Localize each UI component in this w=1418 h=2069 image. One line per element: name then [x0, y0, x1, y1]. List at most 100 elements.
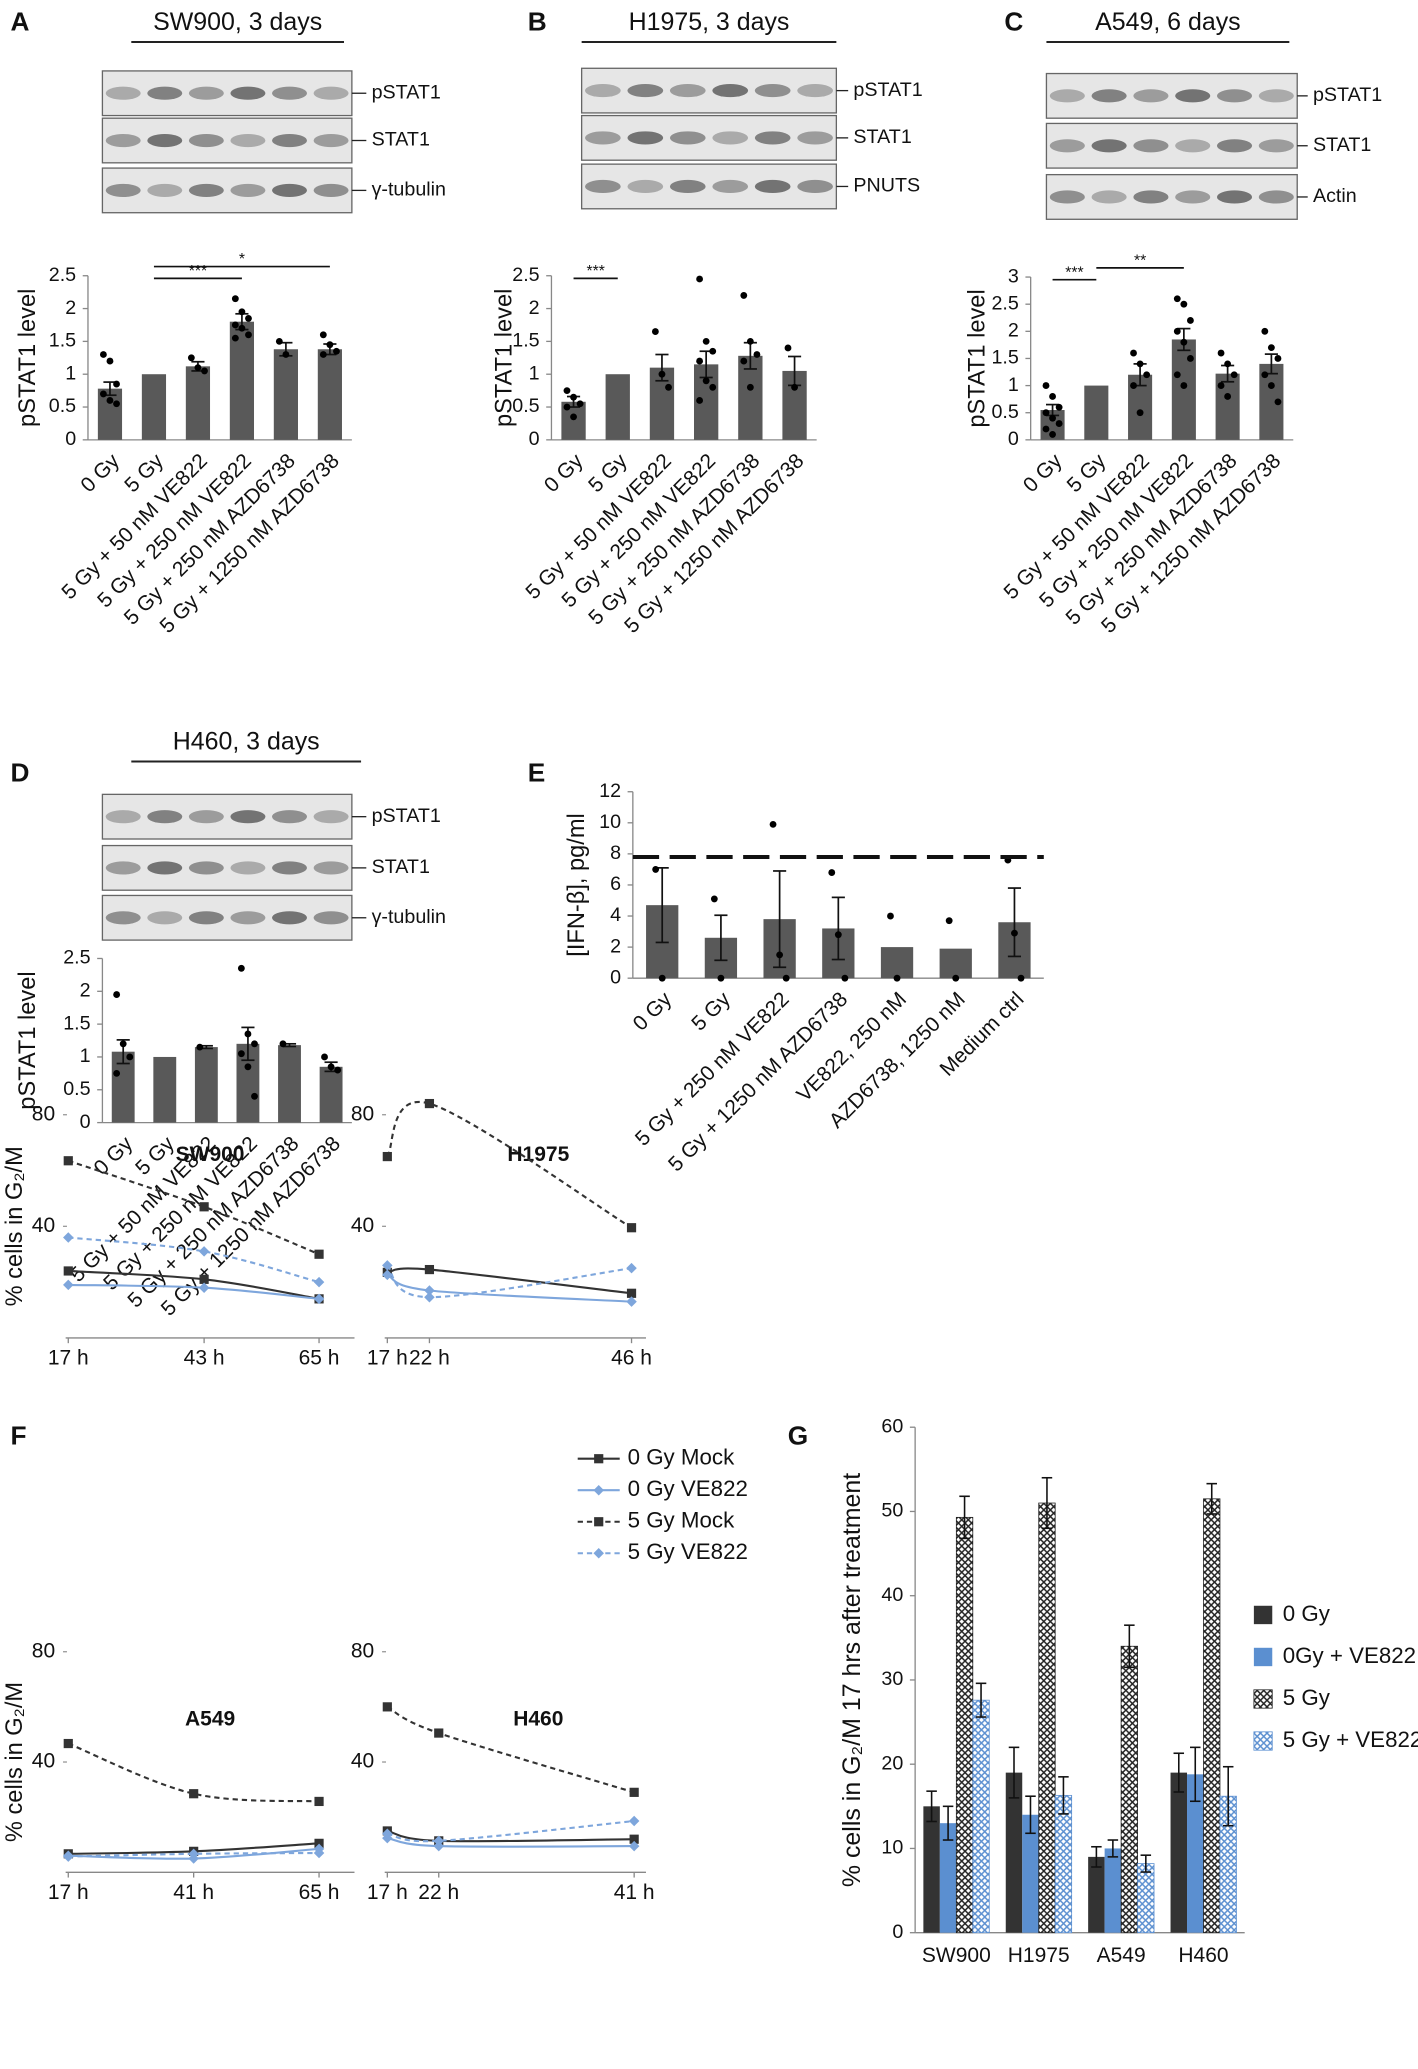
data-point	[563, 403, 571, 411]
data-point	[1011, 929, 1018, 937]
y-tick-label: 2.5	[512, 264, 539, 286]
data-point	[382, 1828, 393, 1839]
blot-strip	[101, 793, 353, 840]
blot-band	[188, 86, 224, 100]
error-bar	[714, 914, 728, 962]
data-point	[893, 974, 901, 982]
error-bar	[831, 896, 845, 961]
y-tick-label: 2.5	[991, 292, 1018, 314]
data-point	[665, 383, 672, 391]
data-point	[1130, 349, 1137, 357]
blot-strip	[101, 117, 353, 164]
y-tick-label: 80	[351, 1639, 374, 1662]
data-point	[791, 383, 798, 391]
data-point	[321, 1053, 328, 1061]
y-tick-label: 10	[881, 1837, 903, 1859]
y-tick-label: 40	[32, 1750, 55, 1773]
data-point	[113, 380, 120, 388]
data-point	[424, 1098, 435, 1109]
blot-label: STAT1	[1313, 134, 1371, 156]
data-point	[245, 331, 252, 339]
data-point	[106, 357, 114, 365]
blot-band	[313, 133, 349, 148]
blot-band	[754, 84, 791, 98]
blot-band	[230, 183, 266, 197]
data-point	[1261, 327, 1269, 335]
error-bar	[773, 870, 787, 969]
bar	[972, 1699, 990, 1934]
data-point	[1224, 393, 1232, 400]
blot-strip	[1045, 72, 1298, 119]
data-point	[434, 1728, 444, 1738]
data-point	[841, 974, 849, 982]
y-axis-label: % cells in G₂/M	[2, 1146, 28, 1306]
blot-title: H460, 3 days	[173, 728, 320, 756]
blot-band	[1133, 139, 1169, 153]
data-point	[282, 351, 290, 358]
legend-label: 5 Gy Mock	[628, 1508, 735, 1533]
blot-band	[272, 810, 307, 824]
series-line	[68, 1236, 320, 1284]
significance-label: **	[1134, 252, 1146, 269]
bar	[1038, 1502, 1056, 1934]
blot-band	[627, 84, 664, 98]
bar	[1005, 1772, 1023, 1933]
panel-letter: F	[11, 1421, 27, 1451]
blot-band	[105, 183, 141, 197]
blot-band	[105, 86, 141, 100]
data-point	[945, 917, 953, 925]
data-point	[113, 400, 120, 408]
data-point	[382, 1151, 392, 1162]
y-axis-label: pSTAT1 level	[492, 289, 518, 427]
y-tick-label: 2.5	[49, 264, 76, 286]
data-point	[1217, 349, 1225, 357]
data-point	[251, 1040, 258, 1048]
blot-title: A549, 6 days	[1095, 8, 1241, 36]
y-tick-label: 1	[80, 1045, 91, 1067]
bar	[605, 374, 630, 440]
data-point	[199, 1274, 209, 1284]
data-point	[1042, 409, 1050, 417]
bar	[236, 1043, 260, 1123]
blot-band	[188, 861, 224, 875]
bar	[1187, 1774, 1204, 1933]
y-tick-label: 2	[65, 297, 76, 319]
panel-letter: A	[11, 7, 30, 37]
y-tick-label: 0.5	[512, 395, 539, 417]
data-point	[1042, 425, 1050, 433]
blot-band	[313, 911, 349, 925]
blot-label: γ-tubulin	[372, 906, 446, 928]
data-point	[1267, 344, 1275, 352]
error-bar	[942, 1805, 954, 1841]
blot-title: SW900, 3 days	[153, 8, 322, 36]
data-point	[834, 931, 842, 939]
blot-band	[188, 911, 224, 925]
error-bar	[1173, 1752, 1185, 1793]
data-point	[828, 869, 836, 876]
blot-band	[627, 131, 664, 145]
blot-band	[797, 131, 833, 145]
bar	[1022, 1814, 1039, 1933]
data-point	[626, 1223, 637, 1233]
data-point	[1261, 371, 1269, 379]
y-tick-label: 50	[881, 1500, 903, 1522]
bar	[194, 1047, 218, 1123]
y-tick-label: 1	[529, 362, 540, 384]
y-axis-label: pSTAT1 level	[15, 289, 41, 427]
data-point	[1230, 371, 1238, 379]
blot-label: pSTAT1	[1313, 84, 1382, 106]
data-point	[237, 1050, 245, 1058]
blot-band	[147, 183, 183, 197]
y-tick-label: 40	[351, 1214, 374, 1237]
y-tick-label: 2	[1008, 320, 1019, 342]
data-point	[333, 347, 340, 355]
significance-label: ***	[586, 263, 604, 280]
blot-band	[147, 86, 183, 100]
blot-band	[585, 179, 621, 194]
series-line	[67, 1159, 320, 1256]
blot-label: pSTAT1	[372, 81, 441, 103]
x-tick-label: 22 h	[418, 1881, 459, 1904]
y-tick-label: 0	[529, 428, 540, 450]
data-point	[319, 331, 327, 339]
series-line	[386, 1264, 632, 1299]
